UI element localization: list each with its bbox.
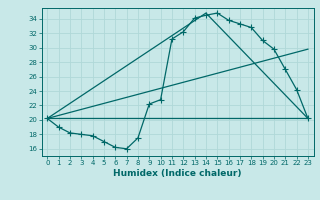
X-axis label: Humidex (Indice chaleur): Humidex (Indice chaleur) — [113, 169, 242, 178]
